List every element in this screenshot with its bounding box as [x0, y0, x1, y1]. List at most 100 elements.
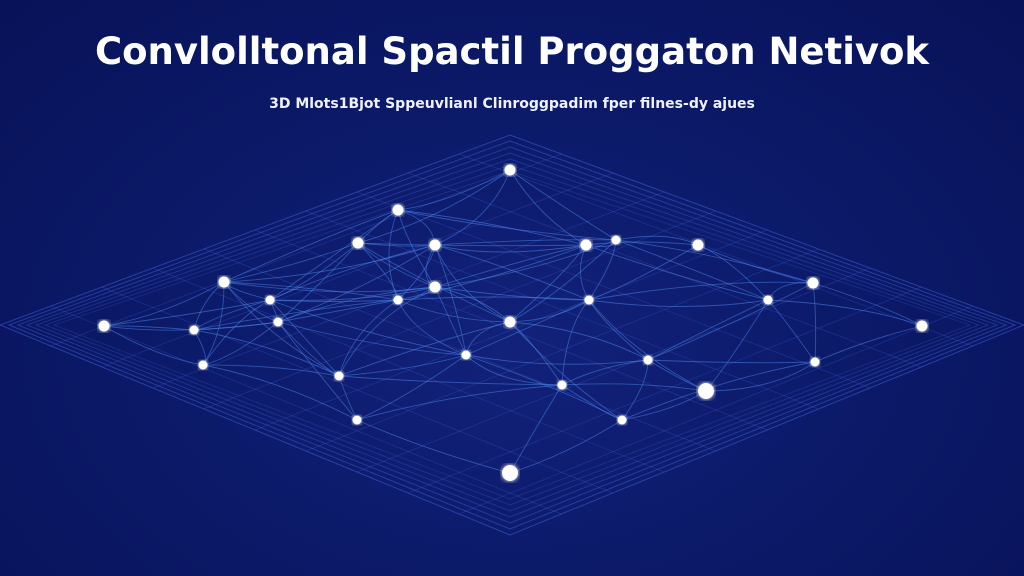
grid-line	[101, 172, 613, 368]
connection-line	[588, 299, 707, 392]
connection-line	[585, 244, 769, 301]
connection-line	[277, 321, 340, 377]
network-node	[334, 371, 344, 381]
connection-line	[509, 321, 623, 421]
network-node	[218, 276, 230, 288]
connection-line	[223, 281, 399, 301]
connection-line	[509, 244, 587, 323]
network-node	[692, 239, 704, 251]
connection-line	[202, 299, 271, 366]
network-node	[611, 235, 621, 245]
connection-line	[397, 209, 436, 288]
network-node	[392, 204, 404, 216]
grid-line	[152, 267, 665, 473]
connection-line	[356, 419, 511, 474]
connection-line	[615, 235, 699, 246]
connection-line	[202, 364, 340, 377]
network-node	[617, 415, 627, 425]
connection-line	[269, 209, 399, 301]
connection-line	[397, 244, 587, 301]
connection-line	[357, 242, 587, 247]
network-node	[810, 357, 820, 367]
connection-line	[223, 242, 359, 283]
connection-line	[621, 359, 649, 421]
connection-line	[509, 419, 623, 474]
connection-line	[103, 325, 195, 331]
connection-line	[357, 169, 511, 244]
grid-outline	[43, 164, 981, 506]
connection-line	[588, 299, 649, 361]
network-node	[98, 320, 110, 332]
connection-line	[561, 383, 707, 392]
connection-line	[621, 390, 707, 421]
grid-line	[203, 210, 716, 410]
connection-line	[588, 299, 769, 307]
connection-line	[585, 241, 699, 246]
network-node	[504, 164, 516, 176]
grid-outline	[34, 158, 990, 512]
grid-line	[458, 153, 973, 347]
connection-line	[767, 299, 816, 363]
connection-line	[397, 296, 590, 301]
connection-line	[434, 239, 617, 288]
connection-line	[277, 299, 399, 323]
connection-line	[193, 299, 271, 331]
connection-line	[509, 239, 617, 323]
connection-line	[202, 281, 225, 366]
connection-line	[697, 244, 769, 301]
connection-line	[103, 299, 271, 327]
connection-line	[509, 321, 649, 361]
connection-line	[397, 169, 511, 211]
network-node	[352, 415, 362, 425]
connection-line	[434, 286, 511, 323]
connection-line	[814, 325, 923, 363]
connection-line	[277, 286, 436, 323]
grid-line	[50, 305, 562, 515]
network-node	[265, 295, 275, 305]
network-node	[763, 295, 773, 305]
grid-line	[407, 172, 922, 368]
connection-line	[103, 281, 225, 327]
connection-line	[277, 242, 359, 323]
connection-line	[223, 281, 340, 377]
connection-line	[509, 384, 563, 474]
connection-line	[580, 244, 590, 301]
network-node	[698, 383, 714, 399]
connection-line	[338, 286, 436, 377]
connection-line	[705, 361, 816, 392]
connection-line	[465, 354, 563, 386]
network-node	[807, 277, 819, 289]
connection-line	[338, 375, 563, 386]
network-node	[502, 465, 518, 481]
connection-line	[647, 282, 814, 361]
network-node	[916, 320, 928, 332]
connection-line	[269, 244, 436, 301]
connection-line	[434, 244, 590, 301]
connection-line	[434, 244, 467, 356]
connection-line	[269, 299, 340, 377]
connection-line	[509, 169, 617, 241]
connection-line	[223, 244, 436, 283]
connection-line	[277, 244, 436, 323]
connection-line	[388, 209, 399, 301]
network-node	[557, 380, 567, 390]
grid-line	[50, 153, 562, 347]
connection-line	[269, 299, 399, 302]
connection-line	[434, 244, 587, 253]
connection-line	[465, 354, 649, 365]
grid-line	[407, 286, 922, 494]
connection-line	[338, 375, 358, 421]
connection-line	[357, 242, 511, 323]
network-node	[429, 281, 441, 293]
grid-outline	[25, 152, 999, 518]
connection-line	[269, 299, 467, 356]
connection-line	[397, 299, 511, 323]
connection-line	[588, 244, 699, 301]
connection-line	[277, 321, 358, 421]
page-title: Convlolltonal Spactil Proggaton Netivok	[94, 30, 930, 73]
network-node	[189, 325, 199, 335]
connection-line	[509, 299, 590, 323]
connection-line	[338, 299, 399, 377]
grid-line	[458, 305, 973, 515]
